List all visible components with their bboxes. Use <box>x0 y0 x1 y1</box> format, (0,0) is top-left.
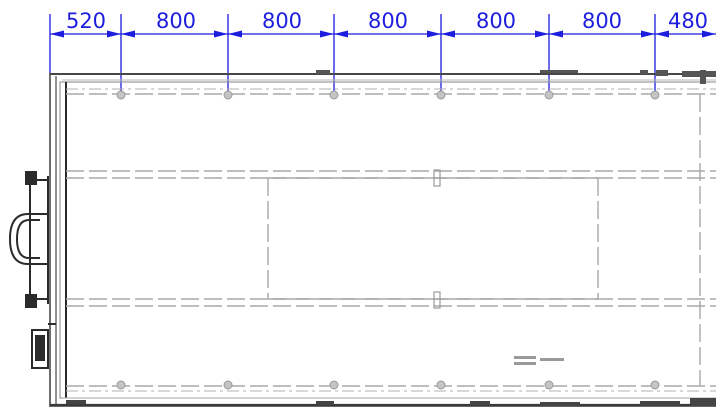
top-hardware <box>316 70 716 84</box>
dimension-label: 800 <box>368 9 408 33</box>
dimension-label: 800 <box>582 9 622 33</box>
outer-frame <box>49 73 716 407</box>
mounting-points <box>116 90 660 390</box>
bottom-hardware <box>66 398 716 406</box>
center-brackets <box>433 169 441 309</box>
dimension-label: 480 <box>668 9 708 33</box>
frame-outline <box>49 73 716 407</box>
inner-frame <box>59 81 716 399</box>
step-bracket <box>31 323 56 369</box>
dimension-arrows <box>50 30 716 38</box>
center-lines <box>66 88 716 392</box>
lower-right-marking <box>514 356 564 365</box>
dimension-label: 800 <box>262 9 302 33</box>
dimension-label: 800 <box>156 9 196 33</box>
dimension-labels: 520 800 800 800 800 800 480 <box>66 9 708 33</box>
dimension-label: 520 <box>66 9 106 33</box>
hidden-lines <box>66 93 716 387</box>
dimension-chain <box>49 14 716 96</box>
tow-hitch <box>8 171 49 308</box>
dimension-label: 800 <box>476 9 516 33</box>
